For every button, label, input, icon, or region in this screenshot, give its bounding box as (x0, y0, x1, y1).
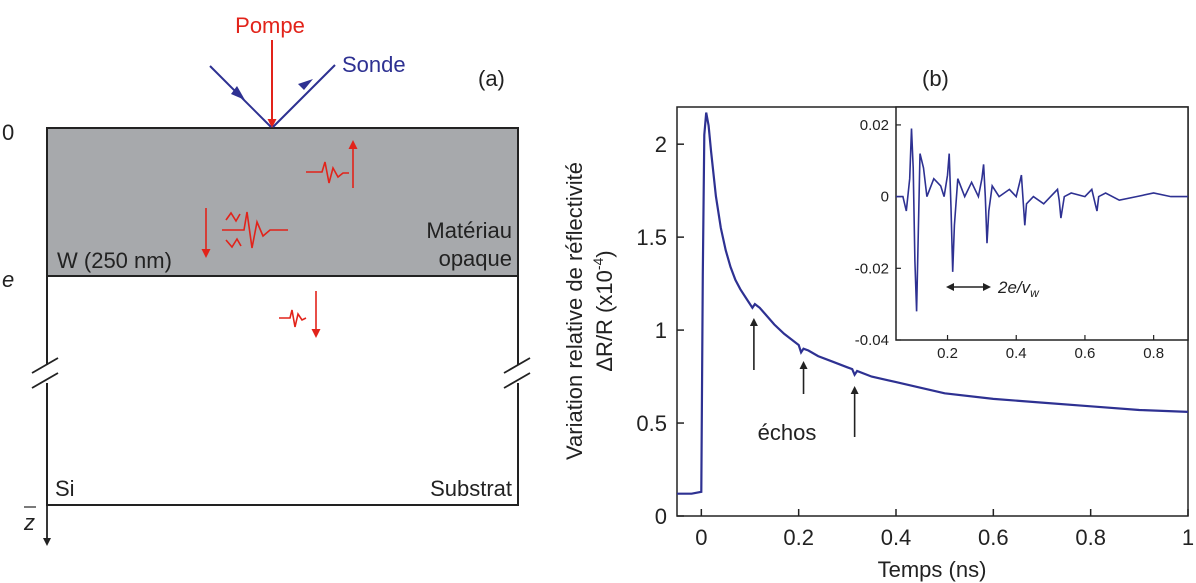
y-axis-label-line1: Variation relative de réflectivité (562, 162, 587, 460)
layer-desc-line2: opaque (439, 246, 512, 271)
inset-echo-curve (896, 128, 1188, 312)
panel-b-tag: (b) (922, 66, 949, 91)
y-tick-label: 1.5 (636, 225, 667, 250)
inset-y-tick-label: 0 (881, 189, 889, 206)
panel-a: Pompe Sonde (a) 0 e W (250 nm) Matériau … (2, 13, 531, 546)
depth-e-label: e (2, 267, 14, 292)
x-tick-label: 0.4 (881, 525, 912, 550)
inset-x-tick-label: 0.8 (1143, 345, 1164, 362)
pulse-upward (306, 140, 358, 188)
layer-desc-line1: Matériau (426, 218, 512, 243)
pump-label: Pompe (235, 13, 305, 38)
inset-x-tick-label: 0.4 (1006, 345, 1027, 362)
y-axis-label-exponent: -4 (590, 257, 606, 270)
y-axis-label-line2: ΔR/R (x10-4) (590, 250, 617, 371)
substrate-outline (46, 276, 519, 506)
inset-y-tick-label: -0.02 (855, 260, 889, 277)
echo-arrows (749, 318, 859, 437)
panel-b: (b) 0 0.2 0.4 0.6 0.8 1 0 0.5 1 1.5 2 échos Temps … (562, 66, 1194, 582)
probe-beam (209, 64, 336, 128)
echoes-label: échos (758, 420, 817, 445)
y-tick-label: 1 (655, 318, 667, 343)
x-tick-label: 0.2 (783, 525, 814, 550)
echo-period-label: 2e/vw (997, 278, 1040, 300)
inset-axis-ticks: 0.2 0.4 0.6 0.8 0.02 0 -0.02 -0.04 (855, 117, 1164, 362)
x-axis-label: Temps (ns) (878, 557, 987, 582)
pulse-transmitted (279, 291, 321, 338)
pulse-downward (201, 208, 288, 258)
layer-name-label: W (250 nm) (57, 248, 172, 273)
right-break-mark (503, 357, 531, 389)
inset-y-tick-label: 0.02 (860, 117, 889, 134)
left-break-mark (31, 357, 59, 389)
y-tick-label: 0.5 (636, 411, 667, 436)
inset-y-tick-label: -0.04 (855, 332, 889, 349)
x-tick-label: 0.6 (978, 525, 1009, 550)
opaque-layer (46, 127, 519, 277)
main-curve-layer (677, 112, 1189, 495)
inset-curve-layer (896, 128, 1188, 312)
probe-label: Sonde (342, 52, 406, 77)
echo-period-main: 2e/v (997, 278, 1032, 297)
x-tick-label: 0 (695, 525, 707, 550)
z-axis-label: z (23, 510, 35, 535)
inset-plot-frame (895, 106, 1189, 341)
y-axis-label-close: ) (592, 250, 617, 257)
panel-a-tag: (a) (478, 66, 505, 91)
echo-period-subscript: w (1030, 286, 1040, 300)
x-tick-label: 1 (1182, 525, 1194, 550)
substrate-desc-label: Substrat (430, 476, 512, 501)
reflectivity-curve (677, 112, 1189, 495)
substrate-name-label: Si (55, 476, 75, 501)
y-tick-label: 0 (655, 504, 667, 529)
main-axis-ticks: 0 0.2 0.4 0.6 0.8 1 0 0.5 1 1.5 2 (636, 132, 1194, 550)
depth-top-label: 0 (2, 120, 14, 145)
inset-x-tick-label: 0.6 (1075, 345, 1096, 362)
x-tick-label: 0.8 (1075, 525, 1106, 550)
y-tick-label: 2 (655, 132, 667, 157)
y-axis-label-main: ΔR/R (x10 (592, 270, 617, 372)
inset-x-tick-label: 0.2 (937, 345, 958, 362)
